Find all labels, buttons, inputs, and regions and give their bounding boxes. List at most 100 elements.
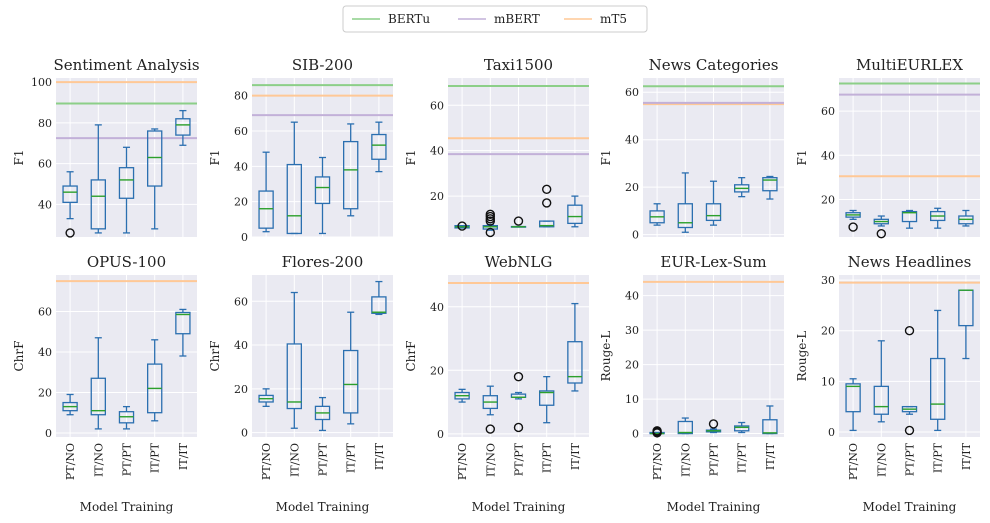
x-axis-label: Model Training [80, 500, 174, 514]
box-it-it [567, 302, 583, 392]
y-tick-label: 0 [45, 427, 52, 440]
y-axis-label: F1 [12, 150, 26, 166]
box-it-pt [146, 128, 163, 230]
y-axis-label: Rouge-L [795, 331, 809, 382]
box-pt-pt [118, 146, 135, 234]
y-tick-label: 30 [821, 274, 835, 287]
y-tick-label: 40 [625, 134, 639, 147]
box-it-it [175, 109, 191, 146]
panel-title: Taxi1500 [484, 56, 553, 74]
x-tick-label: PT/PT [708, 442, 721, 476]
box-pt-no [649, 203, 665, 226]
x-tick-label: PT/PT [317, 442, 330, 476]
box-it-it [958, 289, 974, 360]
y-tick-label: 60 [234, 125, 248, 138]
box-pt-no [845, 209, 861, 232]
box-pt-pt [901, 325, 918, 436]
box-it-no [873, 340, 890, 423]
box-iqr [677, 420, 694, 435]
y-axis-label: ChrF [404, 341, 418, 372]
box-iqr [873, 385, 890, 415]
y-tick-label: 20 [430, 364, 444, 377]
y-tick-label: 40 [234, 160, 248, 173]
legend-frame [342, 5, 648, 33]
y-tick-label: 60 [821, 105, 835, 118]
box-iqr [175, 118, 191, 136]
box-pt-pt [118, 405, 135, 430]
box-iqr [371, 133, 387, 160]
x-tick-label: IT/NO [484, 443, 497, 477]
y-tick-label: 80 [38, 117, 52, 130]
legend-item-mt5: mT5 [564, 12, 627, 26]
y-tick-label: 20 [625, 359, 639, 372]
y-axis-label: Rouge-L [599, 331, 613, 382]
box-pt-no [454, 388, 470, 403]
y-axis-label: F1 [208, 150, 222, 166]
legend-label: mT5 [600, 12, 627, 26]
y-tick-label: 20 [430, 190, 444, 203]
box-it-it [567, 195, 583, 228]
x-axis-label: Model Training [472, 500, 566, 514]
x-tick-label: IT/PT [932, 442, 945, 473]
box-it-no [90, 337, 107, 430]
box-it-pt [930, 309, 946, 432]
outlier-point [848, 222, 858, 232]
box-iqr [342, 349, 359, 414]
outlier-point [485, 227, 495, 238]
box-it-it [958, 209, 974, 227]
box-iqr [118, 167, 135, 199]
panel-sib-200: 0 20 40 60 80 SIB-200 F1 [208, 56, 393, 244]
box-iqr [314, 176, 331, 205]
box-pt-no [454, 221, 470, 231]
y-tick-label: 0 [437, 428, 444, 441]
y-tick-label: 40 [234, 339, 248, 352]
y-tick-label: 20 [821, 325, 835, 338]
box-iqr [845, 383, 861, 413]
panel-news-headlines: 0 10 20 30 News Headlines Rouge-L PT/NO IT/NO PT… [795, 253, 980, 514]
x-tick-label: IT/PT [345, 442, 358, 473]
box-iqr [734, 425, 750, 432]
y-tick-label: 20 [234, 196, 248, 209]
panel-title: News Categories [649, 56, 779, 74]
y-axis-label: F1 [795, 150, 809, 166]
y-tick-label: 60 [38, 158, 52, 171]
outlier-point [904, 325, 915, 336]
box-iqr [901, 210, 918, 223]
box-iqr [90, 179, 107, 230]
box-pt-pt [510, 371, 527, 433]
box-iqr [567, 341, 583, 384]
outlier-point [513, 371, 524, 382]
y-tick-label: 60 [38, 305, 52, 318]
y-axis-label: F1 [404, 150, 418, 166]
box-iqr [175, 311, 191, 335]
outlier-point [876, 228, 886, 239]
box-it-it [762, 175, 778, 200]
box-iqr [539, 390, 555, 406]
x-tick-label: IT/NO [875, 443, 888, 477]
y-axis-label: ChrF [12, 341, 26, 372]
x-tick-label: PT/NO [260, 443, 273, 480]
outlier-point [542, 184, 552, 195]
box-it-pt [734, 177, 750, 198]
x-tick-label: PT/NO [64, 443, 77, 480]
y-tick-label: 30 [625, 324, 639, 337]
box-pt-pt [901, 209, 918, 229]
x-tick-label: IT/IT [569, 442, 582, 470]
box-pt-pt [705, 180, 722, 226]
x-tick-label: PT/PT [513, 442, 526, 476]
box-iqr [286, 343, 303, 410]
y-tick-label: 60 [234, 295, 248, 308]
y-tick-label: 20 [625, 181, 639, 194]
x-tick-label: PT/NO [847, 443, 860, 480]
panel-title: OPUS-100 [87, 253, 166, 271]
box-pt-no [62, 171, 78, 238]
x-tick-label: PT/NO [456, 443, 469, 480]
x-axis-label: Model Training [667, 500, 761, 514]
outlier-point [485, 209, 495, 219]
panel-multieurlex: 20 40 60 MultiEURLEX F1 [795, 56, 980, 239]
x-tick-label: IT/IT [960, 442, 973, 470]
panel-title: Sentiment Analysis [53, 56, 199, 74]
panel-eur-lex-sum: 0 10 20 30 40 EUR-Lex-Sum Rouge-L PT/NO IT/NO PT/… [599, 253, 784, 514]
